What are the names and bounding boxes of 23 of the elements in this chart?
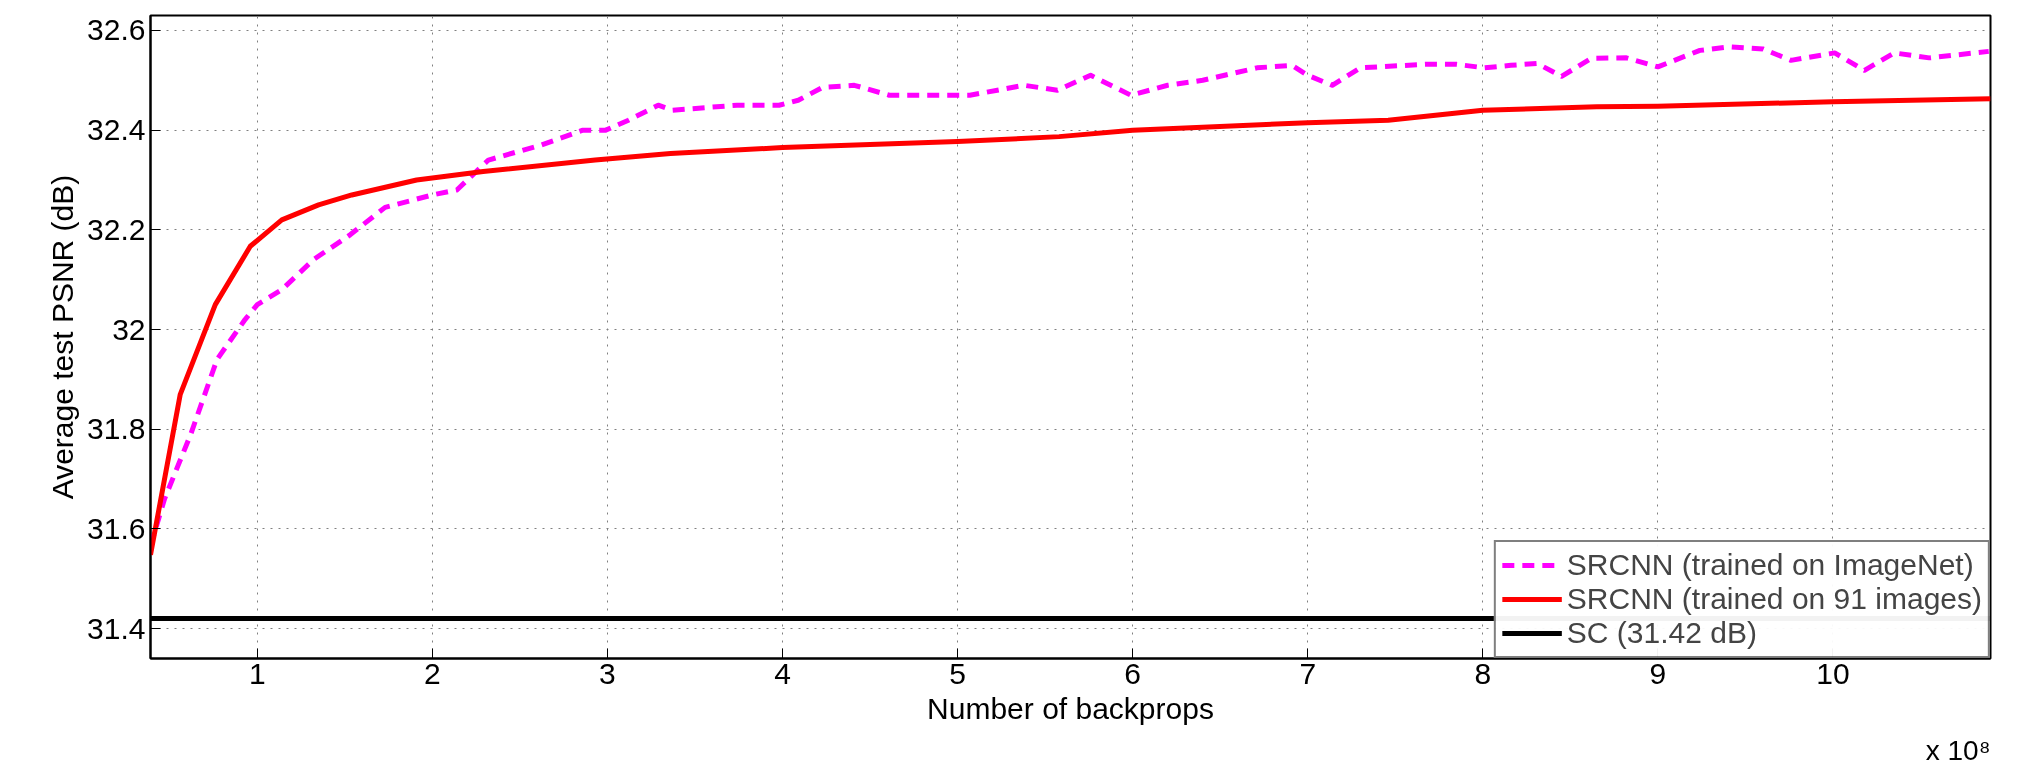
x-tick-label: 5 xyxy=(949,656,966,690)
x-tick-label: 7 xyxy=(1299,656,1317,690)
legend-label: SC (31.42 dB) xyxy=(1566,616,1757,650)
x-tick-label: 8 xyxy=(1474,656,1492,690)
x-tick-label: 4 xyxy=(774,656,791,690)
text: x 10⁸ xyxy=(1925,734,1991,766)
legend-label: SRCNN (trained on ImageNet) xyxy=(1566,548,1974,582)
x-axis-title: Number of backprops xyxy=(927,691,1214,725)
x-tick-label: 9 xyxy=(1649,656,1667,690)
x-tick-label: 2 xyxy=(424,656,441,690)
x-tick-label: 6 xyxy=(1124,656,1141,690)
y-tick-label: 32 xyxy=(112,312,146,346)
legend-label: SRCNN (trained on 91 images) xyxy=(1566,582,1982,616)
y-axis-title: Average test PSNR (dB) xyxy=(46,174,80,500)
y-tick-label: 31.6 xyxy=(87,511,146,545)
y-tick-label: 32.4 xyxy=(87,113,146,147)
x-tick-label: 3 xyxy=(599,656,616,690)
x-tick-label: 10 xyxy=(1816,656,1850,690)
y-tick-label: 31.8 xyxy=(87,412,146,446)
y-tick-label: 32.6 xyxy=(87,13,146,47)
y-tick-label: 32.2 xyxy=(87,212,146,246)
x-tick-label: 1 xyxy=(248,656,266,690)
y-tick-label: 31.4 xyxy=(87,611,146,645)
